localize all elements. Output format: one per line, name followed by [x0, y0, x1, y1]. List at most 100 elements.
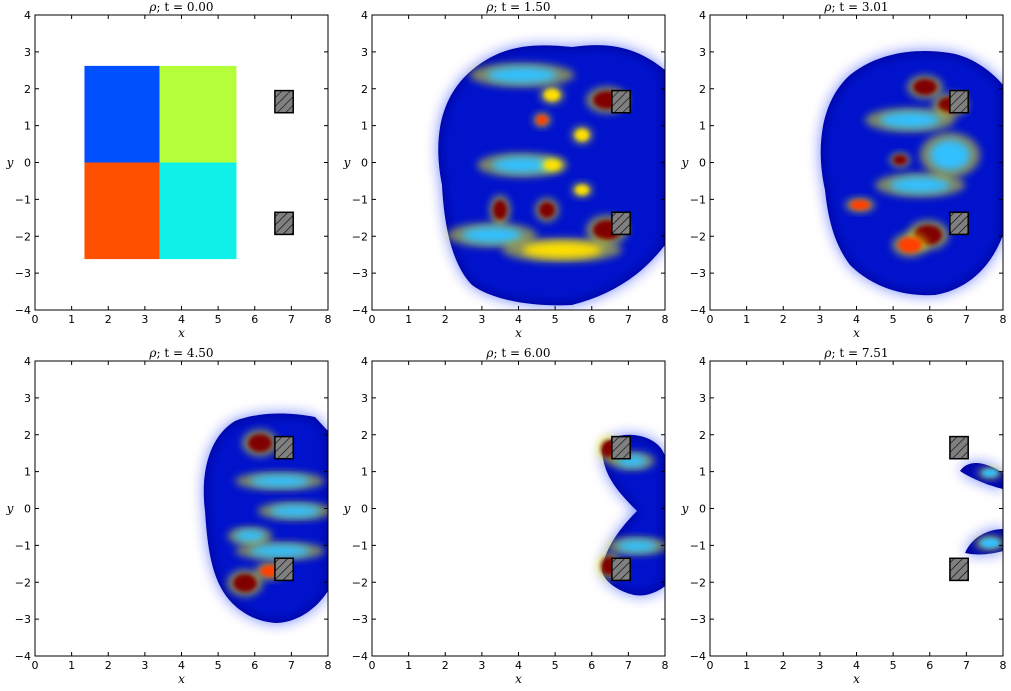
y-tick-label: −3	[690, 267, 706, 280]
x-tick-label: 3	[816, 659, 823, 672]
density-peak	[980, 538, 1000, 548]
x-tick-label: 7	[963, 313, 970, 326]
y-tick-label: −2	[690, 576, 706, 589]
x-tick-label: 5	[215, 313, 222, 326]
x-tick-label: 2	[105, 659, 112, 672]
x-tick-label: 1	[743, 313, 750, 326]
x-tick-label: 0	[32, 659, 39, 672]
density-peak	[575, 129, 589, 141]
x-tick-label: 0	[707, 659, 714, 672]
x-axis-label: x	[515, 672, 522, 686]
density-peak	[544, 89, 560, 101]
y-tick-label: 2	[361, 429, 368, 442]
density-peak	[250, 545, 310, 557]
y-tick-label: 2	[699, 429, 706, 442]
density-peak	[850, 200, 870, 210]
x-tick-label: 3	[816, 313, 823, 326]
density-peak	[248, 434, 272, 452]
subplot-title: ρ; t = 6.00	[485, 346, 550, 360]
density-glow	[602, 434, 665, 596]
y-tick-label: −1	[690, 193, 706, 206]
y-tick-label: 0	[24, 503, 31, 516]
density-peak	[493, 200, 507, 220]
x-tick-label: 7	[288, 659, 295, 672]
obstacle-2	[949, 557, 969, 582]
density-peak	[522, 242, 602, 258]
y-tick-label: 3	[24, 392, 31, 405]
y-axis-label: y	[681, 156, 689, 170]
y-tick-label: 2	[24, 429, 31, 442]
obstacle-1	[274, 435, 294, 460]
y-tick-label: −3	[352, 267, 368, 280]
y-tick-label: 4	[361, 9, 368, 22]
x-tick-label: 5	[215, 659, 222, 672]
y-tick-label: −1	[352, 193, 368, 206]
plot-area	[710, 361, 1003, 656]
y-tick-label: −4	[15, 650, 31, 663]
density-peak	[539, 202, 555, 218]
x-tick-label: 7	[288, 313, 295, 326]
y-tick-label: 4	[361, 355, 368, 368]
y-tick-label: −3	[15, 267, 31, 280]
y-tick-label: −2	[15, 576, 31, 589]
density-peak	[270, 505, 320, 517]
x-tick-label: 6	[251, 313, 258, 326]
x-tick-label: 0	[707, 313, 714, 326]
density-glow	[203, 413, 328, 623]
y-axis-label: y	[343, 156, 351, 170]
y-axis-label: y	[343, 502, 351, 516]
y-tick-label: 0	[699, 157, 706, 170]
y-tick-label: −4	[352, 650, 368, 663]
y-tick-label: 4	[24, 9, 31, 22]
y-tick-label: −1	[15, 539, 31, 552]
initial-quadrant-2	[159, 65, 237, 163]
x-tick-label: 0	[32, 313, 39, 326]
x-tick-label: 1	[405, 313, 412, 326]
x-axis-label: x	[178, 672, 185, 686]
x-tick-label: 3	[141, 313, 148, 326]
density-peak	[536, 115, 548, 125]
x-tick-label: 1	[743, 659, 750, 672]
x-tick-label: 1	[68, 313, 75, 326]
x-tick-label: 6	[251, 659, 258, 672]
y-tick-label: 1	[699, 120, 706, 133]
density-peak	[235, 530, 265, 542]
obstacle-1	[949, 435, 969, 460]
x-tick-label: 8	[1000, 659, 1007, 672]
y-tick-label: 3	[361, 46, 368, 59]
density-peak	[898, 237, 922, 253]
y-tick-label: −3	[352, 613, 368, 626]
y-tick-label: −4	[15, 304, 31, 317]
obstacle-1	[611, 89, 631, 114]
x-tick-label: 5	[890, 659, 897, 672]
density-peak	[617, 540, 657, 552]
density-field	[820, 51, 1003, 296]
density-field	[203, 413, 328, 623]
x-tick-label: 6	[588, 313, 595, 326]
x-tick-label: 2	[105, 313, 112, 326]
x-axis-label: x	[853, 672, 860, 686]
subplot-title: ρ; t = 1.50	[485, 0, 550, 14]
y-tick-label: 4	[24, 355, 31, 368]
density-peak	[982, 469, 998, 477]
y-tick-label: −1	[690, 539, 706, 552]
initial-quadrant-1	[84, 65, 160, 163]
y-tick-label: 2	[24, 83, 31, 96]
initial-quadrant-3	[84, 162, 160, 260]
subplot-title: ρ; t = 4.50	[148, 346, 213, 360]
x-tick-label: 5	[552, 313, 559, 326]
x-tick-label: 1	[68, 659, 75, 672]
x-tick-label: 7	[625, 659, 632, 672]
y-tick-label: 3	[24, 46, 31, 59]
density-peak	[462, 227, 522, 243]
x-tick-label: 0	[369, 313, 376, 326]
y-tick-label: −1	[15, 193, 31, 206]
x-tick-label: 4	[178, 659, 185, 672]
x-tick-label: 8	[325, 659, 332, 672]
x-tick-label: 6	[926, 313, 933, 326]
